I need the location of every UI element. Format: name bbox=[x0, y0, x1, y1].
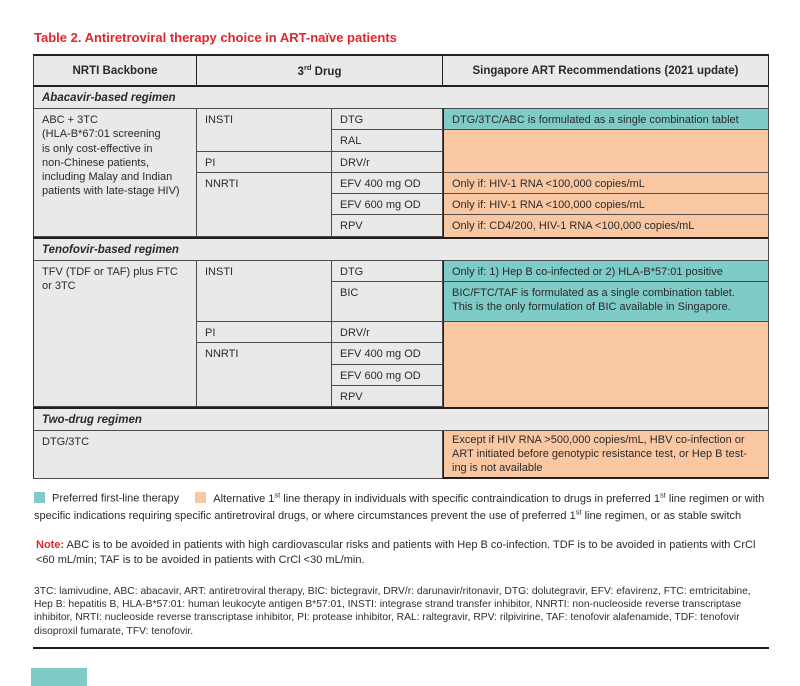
table-row: RPV bbox=[33, 385, 769, 408]
legend-text-segment: line regimen or with specific indication… bbox=[34, 492, 765, 523]
drug-class-cell: PI bbox=[197, 151, 332, 173]
recommendation-cell bbox=[443, 130, 769, 173]
regimen-cell: DTG/3TC bbox=[33, 431, 443, 480]
drug-cell: RPV bbox=[332, 215, 443, 237]
drug-cell: DTG bbox=[332, 260, 443, 282]
legend-text-segment: line regimen, or as stable switch bbox=[581, 510, 742, 523]
recommendation-cell: Only if: 1) Hep B co-infected or 2) HLA-… bbox=[443, 260, 769, 282]
recommendation-cell bbox=[443, 321, 769, 408]
preferred-legend-swatch bbox=[34, 491, 45, 503]
preferred-legend-label: Preferred first-line therapy bbox=[52, 492, 180, 505]
table-row: NNRTI EFV 400 mg OD bbox=[33, 343, 769, 408]
section-title-abacavir: Abacavir-based regimen bbox=[33, 87, 769, 109]
recommendation-cell: BIC/FTC/TAF is formulated as a single co… bbox=[443, 281, 769, 322]
drug-class-cell: INSTI bbox=[197, 260, 332, 322]
legend-superscript: st bbox=[274, 490, 281, 500]
backbone-cell: TFV (TDF or TAF) plus FTC or 3TC bbox=[33, 260, 197, 408]
table-row: PI DRV/r bbox=[33, 321, 769, 408]
partial-teal-swatch bbox=[31, 668, 87, 686]
table-row: TFV (TDF or TAF) plus FTC or 3TC INSTI D… bbox=[33, 260, 769, 408]
note-label: Note: bbox=[36, 538, 65, 551]
section-title-tenofovir: Tenofovir-based regimen bbox=[33, 236, 769, 261]
document-page: Table 2. Antiretroviral therapy choice i… bbox=[33, 30, 769, 649]
section-header-row: Two-drug regimen bbox=[33, 407, 769, 432]
drug-cell: RPV bbox=[332, 385, 443, 408]
recommendation-cell: Only if: HIV-1 RNA <100,000 copies/mL bbox=[443, 194, 769, 216]
note-text: ABC is to be avoided in patients with hi… bbox=[36, 538, 756, 567]
drug-class-cell: INSTI bbox=[197, 108, 332, 152]
legend-superscript: st bbox=[659, 490, 666, 500]
drug-cell: DRV/r bbox=[332, 321, 443, 344]
header-third-drug-sup: rd bbox=[303, 63, 312, 73]
drug-class-cell: NNRTI bbox=[197, 343, 332, 408]
table-row: RAL bbox=[33, 130, 769, 173]
drug-cell: EFV 600 mg OD bbox=[332, 364, 443, 386]
recommendation-cell: Except if HIV RNA >500,000 copies/mL, HB… bbox=[443, 431, 769, 480]
bottom-divider bbox=[33, 646, 769, 649]
table-title: Table 2. Antiretroviral therapy choice i… bbox=[34, 30, 397, 45]
table-row: PI DRV/r bbox=[33, 151, 769, 173]
table-row: RPV Only if: CD4/200, HIV-1 RNA <100,000… bbox=[33, 215, 769, 237]
alternative-legend-swatch bbox=[195, 491, 207, 503]
color-legend: Preferred first-line therapy Alternative… bbox=[34, 490, 769, 525]
drug-cell: EFV 600 mg OD bbox=[332, 194, 443, 216]
art-therapy-table: NRTI Backbone 3rd Drug Singapore ART Rec… bbox=[33, 54, 769, 480]
drug-cell: RAL bbox=[332, 130, 443, 152]
table-row: BIC BIC/FTC/TAF is formulated as a singl… bbox=[33, 281, 769, 322]
legend-text-segment: Alternative 1 bbox=[213, 492, 275, 505]
header-third-drug: 3rd Drug bbox=[197, 54, 443, 87]
header-row: NRTI Backbone 3rd Drug Singapore ART Rec… bbox=[33, 54, 769, 87]
recommendation-cell: DTG/3TC/ABC is formulated as a single co… bbox=[443, 108, 769, 131]
recommendation-cell: Only if: HIV-1 RNA <100,000 copies/mL bbox=[443, 172, 769, 195]
header-third-drug-num: 3 bbox=[297, 65, 304, 78]
header-nrti-backbone: NRTI Backbone bbox=[33, 54, 197, 87]
backbone-cell: ABC + 3TC (HLA-B*67:01 screening is only… bbox=[33, 108, 197, 237]
drug-cell: EFV 400 mg OD bbox=[332, 172, 443, 195]
header-third-drug-rest: Drug bbox=[311, 65, 342, 78]
drug-cell: EFV 400 mg OD bbox=[332, 343, 443, 365]
drug-cell: DRV/r bbox=[332, 151, 443, 173]
alternative-legend-label: Alternative 1st line therapy in individu… bbox=[34, 490, 765, 523]
section-header-row: Tenofovir-based regimen bbox=[33, 236, 769, 261]
table-row: ABC + 3TC (HLA-B*67:01 screening is only… bbox=[33, 108, 769, 237]
table-row: DTG/3TC Except if HIV RNA >500,000 copie… bbox=[33, 431, 769, 480]
table-row: EFV 600 mg OD Only if: HIV-1 RNA <100,00… bbox=[33, 194, 769, 216]
section-header-row: Abacavir-based regimen bbox=[33, 87, 769, 109]
drug-class-cell: PI bbox=[197, 321, 332, 344]
legend-superscript: st bbox=[575, 507, 582, 517]
header-recommendations: Singapore ART Recommendations (2021 upda… bbox=[443, 54, 769, 87]
drug-cell: BIC bbox=[332, 281, 443, 322]
abbreviations-paragraph: 3TC: lamivudine, ABC: abacavir, ART: ant… bbox=[34, 586, 751, 637]
table-row: EFV 600 mg OD bbox=[33, 364, 769, 386]
recommendation-cell: Only if: CD4/200, HIV-1 RNA <100,000 cop… bbox=[443, 215, 769, 237]
legend-text-segment: line therapy in individuals with specifi… bbox=[280, 492, 660, 505]
section-title-two-drug: Two-drug regimen bbox=[33, 407, 769, 432]
drug-class-cell: NNRTI bbox=[197, 172, 332, 237]
note-paragraph: Note: ABC is to be avoided in patients w… bbox=[36, 538, 769, 569]
drug-cell: DTG bbox=[332, 108, 443, 131]
table-row: NNRTI EFV 400 mg OD Only if: HIV-1 RNA <… bbox=[33, 172, 769, 237]
